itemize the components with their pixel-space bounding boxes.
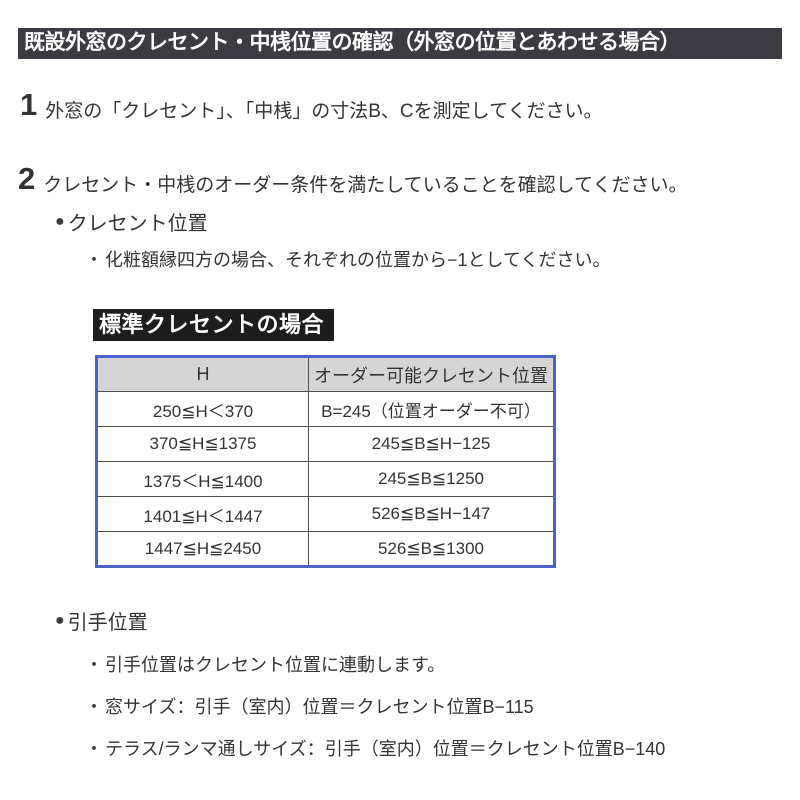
table-cell-h-range: 370≦H≦1375 bbox=[96, 426, 309, 462]
handle-note-1: ・ 引手位置はクレセント位置に連動します。 bbox=[85, 651, 800, 677]
table-cell-order-range: 245≦B≦1250 bbox=[308, 461, 555, 497]
step-2-number: 2 bbox=[18, 161, 36, 196]
step-1: 1 外窓の「クレセント」、「中桟」の寸法B、Cを測定してください。 bbox=[20, 89, 800, 123]
crescent-position-heading: ● クレセント位置 bbox=[55, 207, 800, 236]
crescent-position-heading-label: クレセント位置 bbox=[67, 213, 208, 235]
table-cell-order-range: 526≦B≦H−147 bbox=[308, 496, 555, 532]
sub-bullet-icon: ・ bbox=[85, 739, 103, 759]
sub-bullet-icon: ・ bbox=[85, 250, 103, 270]
table-header-h: H bbox=[96, 356, 309, 392]
table-cell-h-range: 250≦H＜370 bbox=[96, 391, 309, 427]
step-2-text: クレセント・中桟のオーダー条件を満たしていることを確認してください。 bbox=[43, 175, 688, 196]
sub-bullet-icon: ・ bbox=[85, 697, 103, 717]
crescent-position-table: H オーダー可能クレセント位置 250≦H＜370 B=245（位置オーダー不可… bbox=[95, 355, 556, 568]
table-cell-h-range: 1401≦H＜1447 bbox=[96, 496, 309, 532]
step-1-number: 1 bbox=[20, 87, 38, 122]
handle-position-heading-label: 引手位置 bbox=[67, 612, 148, 634]
standard-crescent-label: 標準クレセントの場合 bbox=[93, 309, 335, 341]
crescent-note: ・ 化粧額縁四方の場合、それぞれの位置から−1としてください。 bbox=[85, 246, 800, 272]
table-row: 1375＜H≦1400 245≦B≦1250 bbox=[96, 461, 555, 497]
table-cell-order-range: 245≦B≦H−125 bbox=[308, 426, 555, 462]
bullet-icon: ● bbox=[55, 611, 65, 629]
table-cell-h-range: 1447≦H≦2450 bbox=[96, 531, 309, 567]
table-cell-h-range: 1375＜H≦1400 bbox=[96, 461, 309, 497]
bullet-icon: ● bbox=[55, 212, 65, 230]
table-cell-order-range: 526≦B≦1300 bbox=[308, 531, 555, 567]
table-header-row: H オーダー可能クレセント位置 bbox=[96, 356, 555, 392]
step-1-text: 外窓の「クレセント」、「中桟」の寸法B、Cを測定してください。 bbox=[45, 101, 603, 122]
handle-note-3-text: テラス/ランマ通しサイズ：引手（室内）位置＝クレセント位置B−140 bbox=[105, 739, 666, 759]
table-row: 370≦H≦1375 245≦B≦H−125 bbox=[96, 426, 555, 462]
handle-note-3: ・ テラス/ランマ通しサイズ：引手（室内）位置＝クレセント位置B−140 bbox=[85, 735, 800, 761]
table-row: 250≦H＜370 B=245（位置オーダー不可） bbox=[96, 391, 555, 427]
handle-note-1-text: 引手位置はクレセント位置に連動します。 bbox=[105, 655, 446, 675]
table-row: 1447≦H≦2450 526≦B≦1300 bbox=[96, 531, 555, 567]
section-title-bar: 既設外窓のクレセント・中桟位置の確認（外窓の位置とあわせる場合） bbox=[18, 28, 782, 59]
table-row: 1401≦H＜1447 526≦B≦H−147 bbox=[96, 496, 555, 532]
handle-position-heading: ● 引手位置 bbox=[55, 606, 800, 635]
sub-bullet-icon: ・ bbox=[85, 655, 103, 675]
table-cell-order-range: B=245（位置オーダー不可） bbox=[308, 391, 555, 427]
handle-note-2: ・ 窓サイズ：引手（室内）位置＝クレセント位置B−115 bbox=[85, 693, 800, 719]
handle-note-2-text: 窓サイズ：引手（室内）位置＝クレセント位置B−115 bbox=[105, 697, 534, 717]
step-2: 2 クレセント・中桟のオーダー条件を満たしていることを確認してください。 bbox=[18, 163, 800, 197]
crescent-note-text: 化粧額縁四方の場合、それぞれの位置から−1としてください。 bbox=[105, 250, 611, 270]
table-header-order-position: オーダー可能クレセント位置 bbox=[308, 356, 555, 392]
document-page: 既設外窓のクレセント・中桟位置の確認（外窓の位置とあわせる場合） 1 外窓の「ク… bbox=[0, 28, 800, 800]
